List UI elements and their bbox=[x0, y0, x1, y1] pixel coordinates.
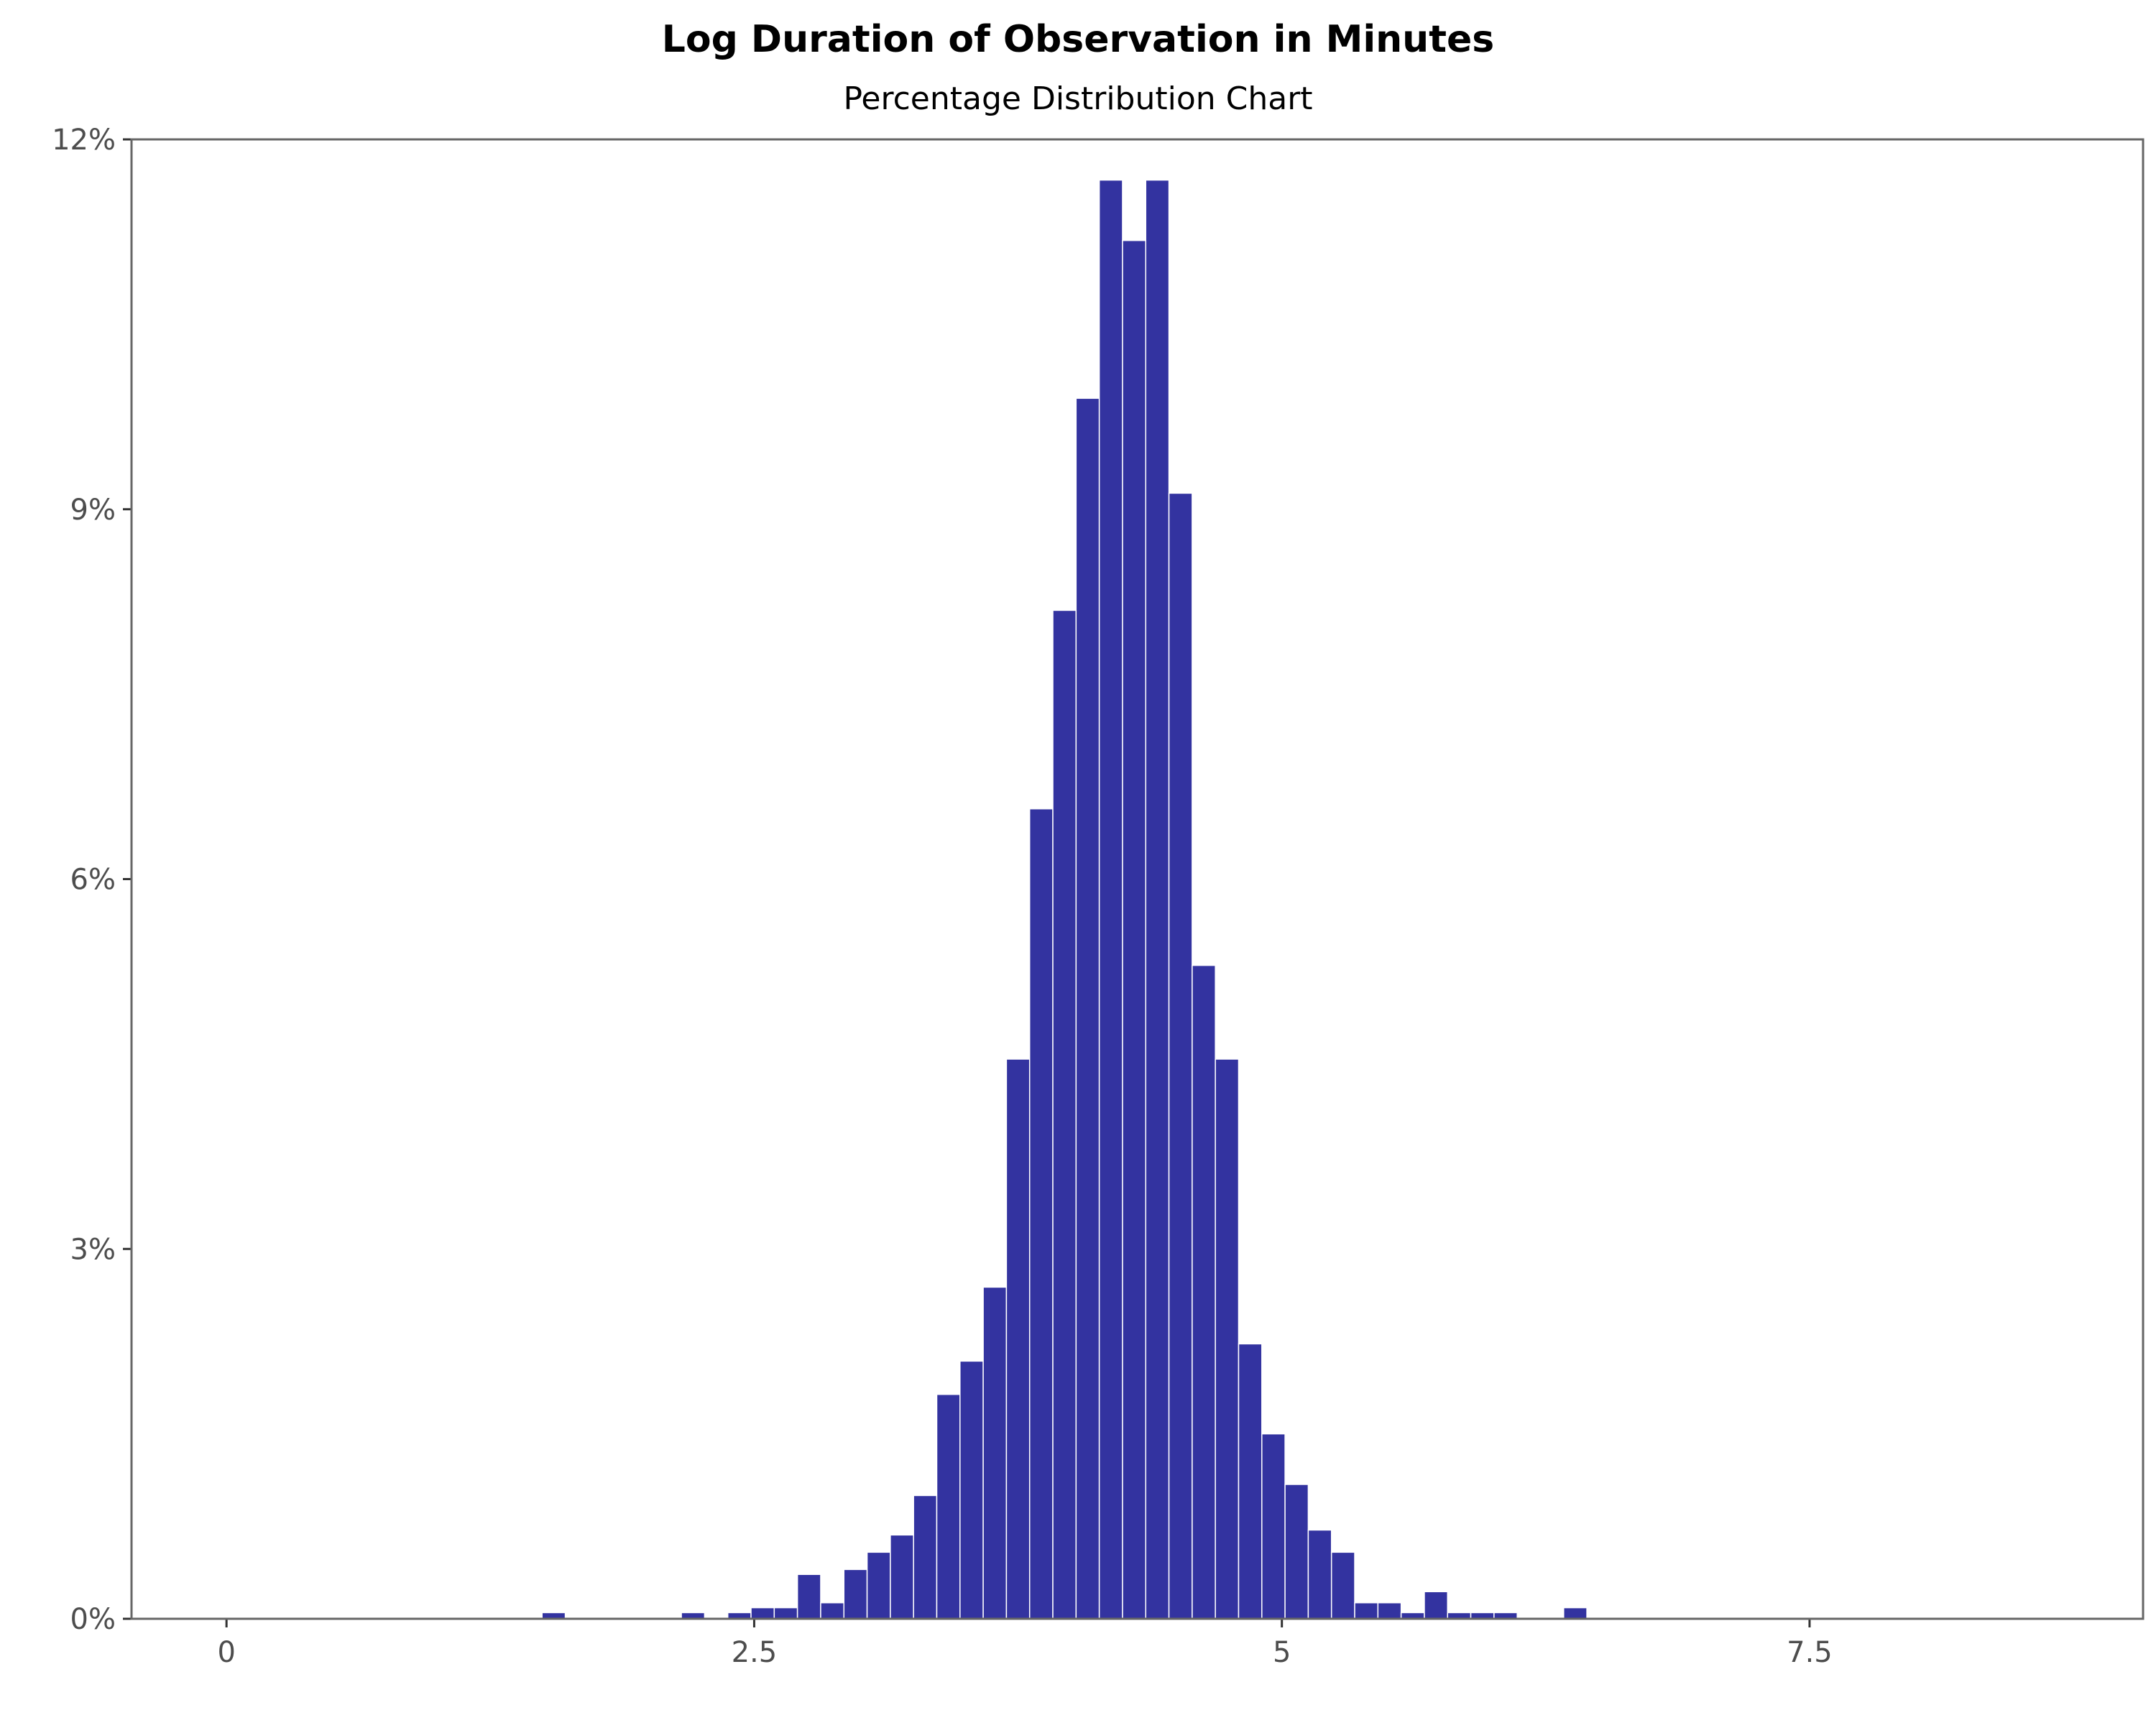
histogram-bar bbox=[1563, 1607, 1588, 1620]
histogram-bar bbox=[1075, 397, 1100, 1620]
histogram-bar bbox=[1145, 179, 1170, 1620]
histogram-bar bbox=[1098, 179, 1123, 1620]
histogram-bar bbox=[1284, 1484, 1309, 1620]
histogram-bar bbox=[1122, 239, 1146, 1620]
y-tick-label: 0% bbox=[70, 1603, 116, 1636]
histogram-bar bbox=[936, 1393, 961, 1620]
chart-title: Log Duration of Observation in Minutes bbox=[662, 18, 1495, 61]
histogram-bar bbox=[913, 1494, 938, 1620]
plot-frame bbox=[130, 138, 2145, 1620]
histogram-bar bbox=[1168, 492, 1193, 1620]
histogram-bar bbox=[982, 1286, 1008, 1620]
histogram-bar bbox=[1424, 1591, 1448, 1620]
histogram-bar bbox=[796, 1574, 821, 1620]
bars-group bbox=[541, 179, 1588, 1620]
histogram-bar bbox=[750, 1607, 775, 1620]
x-axis: 0 2.5 5 7.5 bbox=[217, 1619, 1833, 1669]
x-tick-label: 2.5 bbox=[732, 1636, 778, 1669]
x-tick-label: 5 bbox=[1273, 1636, 1291, 1669]
y-axis: 0% 3% 6% 9% 12% bbox=[52, 124, 132, 1636]
y-tick-label: 12% bbox=[52, 124, 116, 157]
histogram-bar bbox=[843, 1568, 868, 1620]
x-tick-label: 0 bbox=[217, 1636, 235, 1669]
histogram-bar bbox=[959, 1360, 984, 1620]
histogram-bar bbox=[1215, 1058, 1240, 1620]
histogram-bar bbox=[890, 1534, 914, 1620]
histogram-bar bbox=[1238, 1343, 1263, 1620]
y-tick-label: 6% bbox=[70, 864, 116, 897]
x-tick-label: 7.5 bbox=[1787, 1636, 1833, 1669]
histogram-bar bbox=[1307, 1529, 1332, 1620]
histogram-bar bbox=[866, 1551, 891, 1620]
y-tick-label: 3% bbox=[70, 1233, 116, 1266]
histogram-bar bbox=[773, 1607, 798, 1620]
histogram-bar bbox=[1261, 1433, 1286, 1620]
histogram-bar bbox=[1377, 1602, 1402, 1620]
histogram-bar bbox=[1028, 808, 1054, 1620]
histogram-bar bbox=[1052, 609, 1077, 1620]
histogram-bar bbox=[820, 1602, 845, 1620]
histogram-bar bbox=[1330, 1551, 1355, 1620]
histogram-bar bbox=[1192, 964, 1216, 1620]
y-tick-label: 9% bbox=[70, 494, 116, 527]
histogram-bar bbox=[1354, 1602, 1379, 1620]
chart-subtitle: Percentage Distribution Chart bbox=[843, 80, 1312, 117]
histogram-bar bbox=[1005, 1058, 1031, 1620]
